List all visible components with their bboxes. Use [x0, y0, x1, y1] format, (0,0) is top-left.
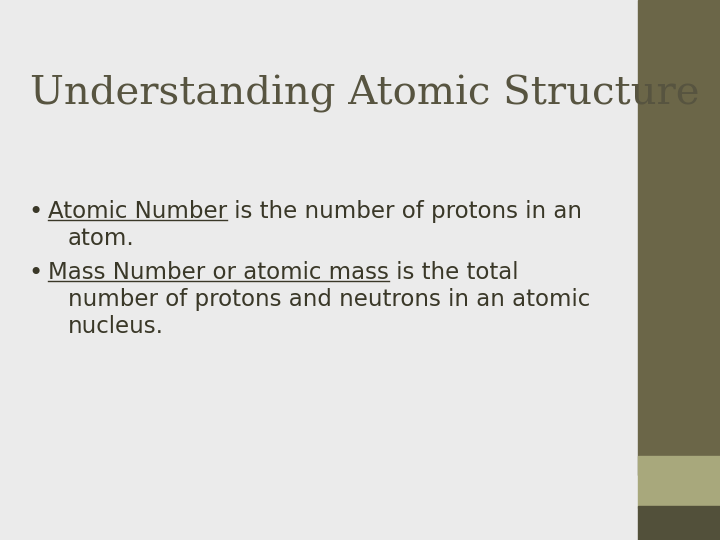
- Text: nucleus.: nucleus.: [68, 315, 164, 338]
- Text: Atomic Number: Atomic Number: [48, 200, 227, 223]
- Bar: [638, 0, 720, 475]
- Text: is the total: is the total: [389, 261, 518, 284]
- Bar: [638, 506, 720, 540]
- Bar: [638, 456, 720, 508]
- Text: •: •: [28, 261, 42, 285]
- Text: •: •: [28, 200, 42, 224]
- Text: Understanding Atomic Structure: Understanding Atomic Structure: [30, 75, 700, 113]
- Text: atom.: atom.: [68, 227, 135, 250]
- Text: number of protons and neutrons in an atomic: number of protons and neutrons in an ato…: [68, 288, 590, 311]
- Text: Mass Number or atomic mass: Mass Number or atomic mass: [48, 261, 389, 284]
- Text: is the number of protons in an: is the number of protons in an: [227, 200, 582, 223]
